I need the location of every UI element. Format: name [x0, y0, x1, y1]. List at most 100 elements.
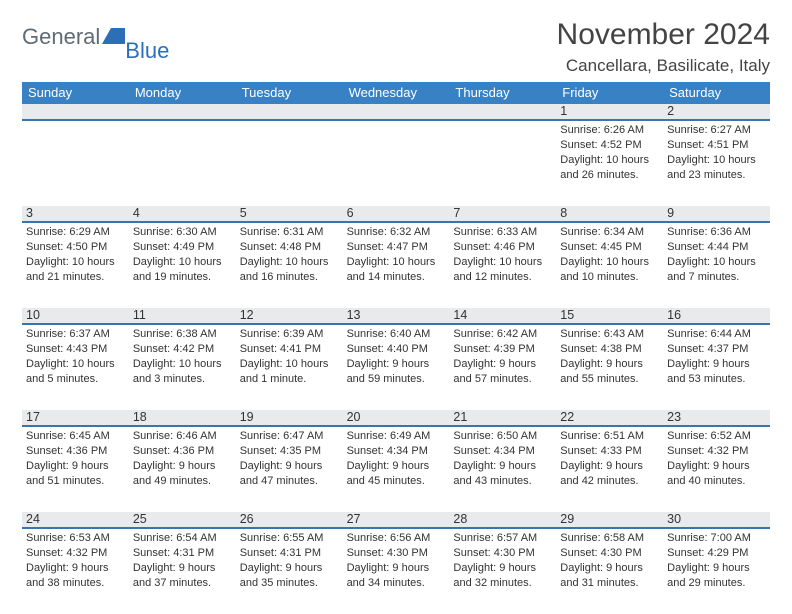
daylight-text: Daylight: 10 hours and 12 minutes. [453, 255, 552, 285]
sunrise-text: Sunrise: 6:43 AM [560, 327, 659, 342]
sunrise-text: Sunrise: 6:27 AM [667, 123, 766, 138]
sunrise-text: Sunrise: 6:55 AM [240, 531, 339, 546]
sunset-text: Sunset: 4:44 PM [667, 240, 766, 255]
weekday-saturday: Saturday [663, 82, 770, 104]
sunset-text: Sunset: 4:32 PM [667, 444, 766, 459]
sunrise-text: Sunrise: 6:50 AM [453, 429, 552, 444]
daylight-text: Daylight: 10 hours and 19 minutes. [133, 255, 232, 285]
daylight-text: Daylight: 9 hours and 42 minutes. [560, 459, 659, 489]
daylight-text: Daylight: 10 hours and 5 minutes. [26, 357, 125, 387]
day-number: 11 [129, 308, 236, 325]
logo: General Blue [22, 18, 169, 50]
day-cell [343, 121, 450, 206]
daynum-row: 17181920212223 [22, 410, 770, 427]
sunrise-text: Sunrise: 6:36 AM [667, 225, 766, 240]
daylight-text: Daylight: 9 hours and 45 minutes. [347, 459, 446, 489]
day-number: 23 [663, 410, 770, 427]
sunrise-text: Sunrise: 6:34 AM [560, 225, 659, 240]
sunset-text: Sunset: 4:45 PM [560, 240, 659, 255]
sunrise-text: Sunrise: 6:42 AM [453, 327, 552, 342]
day-number: 25 [129, 512, 236, 529]
sunset-text: Sunset: 4:37 PM [667, 342, 766, 357]
day-number: 2 [663, 104, 770, 121]
day-number: 13 [343, 308, 450, 325]
day-cell: Sunrise: 6:56 AMSunset: 4:30 PMDaylight:… [343, 529, 450, 614]
day-cell: Sunrise: 6:49 AMSunset: 4:34 PMDaylight:… [343, 427, 450, 512]
daylight-text: Daylight: 9 hours and 35 minutes. [240, 561, 339, 591]
sunrise-text: Sunrise: 6:51 AM [560, 429, 659, 444]
daylight-text: Daylight: 10 hours and 3 minutes. [133, 357, 232, 387]
daynum-row: 3456789 [22, 206, 770, 223]
week-content-row: Sunrise: 6:53 AMSunset: 4:32 PM Daylight:… [22, 529, 770, 614]
calendar-body: 12Sunrise: 6:26 AMSunset: 4:52 PMDayligh… [22, 104, 770, 614]
day-cell [22, 121, 129, 206]
weekday-friday: Friday [556, 82, 663, 104]
sunrise-text: Sunrise: 6:40 AM [347, 327, 446, 342]
day-cell: Sunrise: 6:29 AMSunset: 4:50 PMDaylight:… [22, 223, 129, 308]
sunrise-text: Sunrise: 6:49 AM [347, 429, 446, 444]
day-number: 17 [22, 410, 129, 427]
sunrise-text: Sunrise: 6:47 AM [240, 429, 339, 444]
sunset-text: Sunset: 4:36 PM [26, 444, 125, 459]
location-subtitle: Cancellara, Basilicate, Italy [557, 56, 770, 76]
day-cell: Sunrise: 6:26 AMSunset: 4:52 PMDaylight:… [556, 121, 663, 206]
daylight-text: Daylight: 9 hours and 55 minutes. [560, 357, 659, 387]
daylight-text: Daylight: 10 hours and 14 minutes. [347, 255, 446, 285]
logo-triangle-icon [102, 28, 125, 44]
day-cell: Sunrise: 6:43 AMSunset: 4:38 PMDaylight:… [556, 325, 663, 410]
day-number: 10 [22, 308, 129, 325]
day-cell: Sunrise: 6:33 AMSunset: 4:46 PMDaylight:… [449, 223, 556, 308]
daylight-text: Daylight: 10 hours and 26 minutes. [560, 153, 659, 183]
header: General Blue November 2024 Cancellara, B… [22, 18, 770, 76]
weekday-header-row: Sunday Monday Tuesday Wednesday Thursday… [22, 82, 770, 104]
day-number: 7 [449, 206, 556, 223]
daylight-text: Daylight: 10 hours and 1 minute. [240, 357, 339, 387]
sunset-text: Sunset: 4:29 PM [667, 546, 766, 561]
sunrise-text: Sunrise: 6:33 AM [453, 225, 552, 240]
sunrise-text: Sunrise: 6:53 AM [26, 531, 125, 546]
week-content-row: Sunrise: 6:37 AMSunset: 4:43 PMDaylight:… [22, 325, 770, 410]
sunrise-text: Sunrise: 6:56 AM [347, 531, 446, 546]
day-number: 26 [236, 512, 343, 529]
sunset-text: Sunset: 4:52 PM [560, 138, 659, 153]
day-cell [236, 121, 343, 206]
sunset-text: Sunset: 4:32 PM [26, 546, 125, 561]
day-number: 27 [343, 512, 450, 529]
day-cell: Sunrise: 6:42 AMSunset: 4:39 PMDaylight:… [449, 325, 556, 410]
sunrise-text: Sunrise: 6:52 AM [667, 429, 766, 444]
sunset-text: Sunset: 4:30 PM [453, 546, 552, 561]
day-number: 18 [129, 410, 236, 427]
day-cell: Sunrise: 6:57 AMSunset: 4:30 PMDaylight:… [449, 529, 556, 614]
day-number: 6 [343, 206, 450, 223]
day-number [236, 104, 343, 121]
sunset-text: Sunset: 4:49 PM [133, 240, 232, 255]
sunset-text: Sunset: 4:30 PM [347, 546, 446, 561]
sunset-text: Sunset: 4:50 PM [26, 240, 125, 255]
day-number: 9 [663, 206, 770, 223]
day-number: 8 [556, 206, 663, 223]
day-cell: Sunrise: 6:55 AMSunset: 4:31 PMDaylight:… [236, 529, 343, 614]
day-number: 28 [449, 512, 556, 529]
day-number: 5 [236, 206, 343, 223]
day-cell: Sunrise: 6:30 AMSunset: 4:49 PMDaylight:… [129, 223, 236, 308]
day-number: 24 [22, 512, 129, 529]
day-cell [129, 121, 236, 206]
sunset-text: Sunset: 4:48 PM [240, 240, 339, 255]
weekday-thursday: Thursday [449, 82, 556, 104]
daylight-text: Daylight: 9 hours and 47 minutes. [240, 459, 339, 489]
title-block: November 2024 Cancellara, Basilicate, It… [557, 18, 770, 76]
sunset-text: Sunset: 4:41 PM [240, 342, 339, 357]
day-cell: Sunrise: 6:52 AMSunset: 4:32 PMDaylight:… [663, 427, 770, 512]
daylight-text: Daylight: 9 hours and 43 minutes. [453, 459, 552, 489]
day-number [22, 104, 129, 121]
day-number: 30 [663, 512, 770, 529]
week-content-row: Sunrise: 6:29 AMSunset: 4:50 PMDaylight:… [22, 223, 770, 308]
sunrise-text: Sunrise: 6:57 AM [453, 531, 552, 546]
daylight-text: Daylight: 9 hours and 32 minutes. [453, 561, 552, 591]
daylight-text: Daylight: 10 hours and 10 minutes. [560, 255, 659, 285]
sunset-text: Sunset: 4:46 PM [453, 240, 552, 255]
daylight-text: Daylight: 10 hours and 21 minutes. [26, 255, 125, 285]
daylight-text: Daylight: 9 hours and 53 minutes. [667, 357, 766, 387]
weekday-monday: Monday [129, 82, 236, 104]
sunrise-text: Sunrise: 6:30 AM [133, 225, 232, 240]
